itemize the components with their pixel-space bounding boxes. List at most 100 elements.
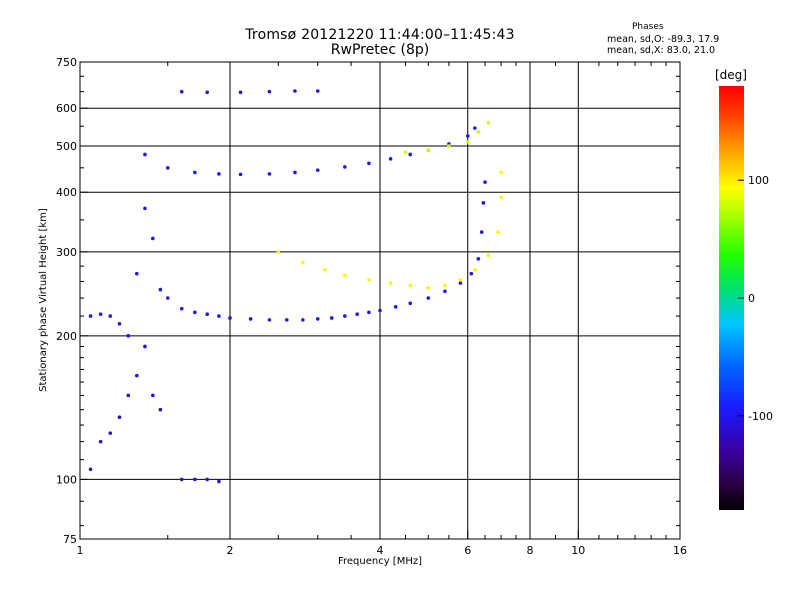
data-point [193, 477, 197, 482]
data-point [143, 152, 147, 157]
data-point [393, 305, 398, 309]
data-point [228, 316, 232, 320]
data-point [248, 317, 253, 321]
data-point [117, 415, 122, 420]
y-tick-label: 600 [56, 102, 77, 115]
phases-x-stats: mean, sd,X: 83.0, 21.0 [607, 45, 716, 56]
data-point [408, 301, 413, 306]
data-point [408, 152, 413, 157]
data-point [367, 310, 371, 315]
data-point [499, 170, 503, 175]
data-point [301, 318, 305, 322]
data-point [205, 312, 209, 316]
data-point [483, 180, 487, 184]
data-point [476, 130, 481, 134]
x-tick-label: 4 [377, 544, 384, 557]
colorbar-tick-label: 100 [748, 174, 769, 187]
y-tick-label: 200 [56, 330, 77, 343]
data-point [158, 407, 163, 412]
y-tick-label: 75 [63, 533, 77, 546]
data-point [267, 172, 272, 176]
data-point [126, 334, 131, 338]
data-point [134, 271, 139, 276]
data-point [343, 273, 347, 277]
y-axis-label: Stationary phase Virtual Height [km] [38, 208, 49, 392]
data-point [165, 166, 170, 170]
data-point [479, 230, 484, 234]
chart-subtitle: RwPretec (8p) [330, 42, 430, 58]
data-point [205, 477, 209, 482]
data-point [458, 278, 463, 282]
y-tick-label: 500 [56, 140, 77, 153]
data-point [315, 168, 320, 172]
data-point [108, 431, 113, 435]
data-point [301, 260, 305, 265]
data-point [367, 161, 371, 166]
data-point [315, 317, 320, 321]
data-point [205, 90, 209, 95]
y-tick-label: 300 [56, 246, 77, 259]
data-point [134, 373, 139, 378]
data-point [473, 126, 477, 130]
data-point [486, 253, 491, 258]
colorbar-ticks: 100 0 -100 [738, 174, 773, 423]
x-tick-label: 1 [77, 544, 84, 557]
data-point [323, 268, 327, 272]
data-point [126, 393, 131, 398]
data-point [88, 314, 93, 318]
data-point [151, 236, 155, 241]
data-point [465, 140, 470, 144]
x-tick-label: 16 [673, 544, 687, 557]
x-tick-label: 8 [527, 544, 534, 557]
data-point [88, 467, 93, 472]
data-point [476, 257, 481, 261]
data-point [276, 250, 281, 254]
data-points [88, 89, 503, 484]
data-point [293, 89, 297, 93]
data-point [267, 318, 272, 322]
data-point [98, 312, 103, 316]
data-point [426, 148, 431, 152]
data-point [193, 170, 197, 175]
data-point [499, 195, 503, 200]
data-point [486, 120, 491, 125]
data-point [388, 157, 393, 161]
data-point [388, 281, 393, 285]
data-point [426, 286, 431, 290]
data-point [151, 393, 155, 398]
data-point [238, 172, 243, 177]
data-point [443, 289, 447, 294]
data-point [481, 201, 486, 205]
data-point [217, 172, 221, 176]
data-point [158, 287, 163, 292]
data-point [217, 479, 221, 484]
x-tick-label: 6 [464, 544, 471, 557]
data-point [343, 165, 347, 169]
data-point [315, 89, 320, 93]
data-point [193, 310, 197, 315]
data-point [465, 134, 470, 138]
data-point [367, 278, 371, 282]
axis-ticks: 1 2 4 6 8 10 16 75 100 200 300 400 500 600 750 [56, 56, 687, 557]
data-point [143, 206, 147, 211]
data-point [329, 316, 334, 320]
data-point [343, 314, 347, 318]
y-tick-label: 400 [56, 186, 77, 199]
colorbar-tick-label: -100 [748, 410, 773, 423]
data-point [443, 283, 447, 288]
data-point [447, 144, 451, 148]
data-point [469, 271, 474, 276]
phases-title: Phases [632, 22, 664, 32]
x-tick-label: 10 [571, 544, 585, 557]
data-point [179, 306, 184, 311]
data-point [355, 312, 359, 316]
data-point [458, 281, 463, 285]
data-point [293, 170, 297, 175]
data-point [179, 477, 184, 482]
data-point [378, 308, 382, 313]
colorbar-unit-label: [deg] [715, 68, 747, 82]
phases-o-stats: mean, sd,O: -89.3, 17.9 [607, 34, 720, 45]
data-point [108, 314, 113, 318]
colorbar-tick-label: 0 [748, 292, 755, 305]
